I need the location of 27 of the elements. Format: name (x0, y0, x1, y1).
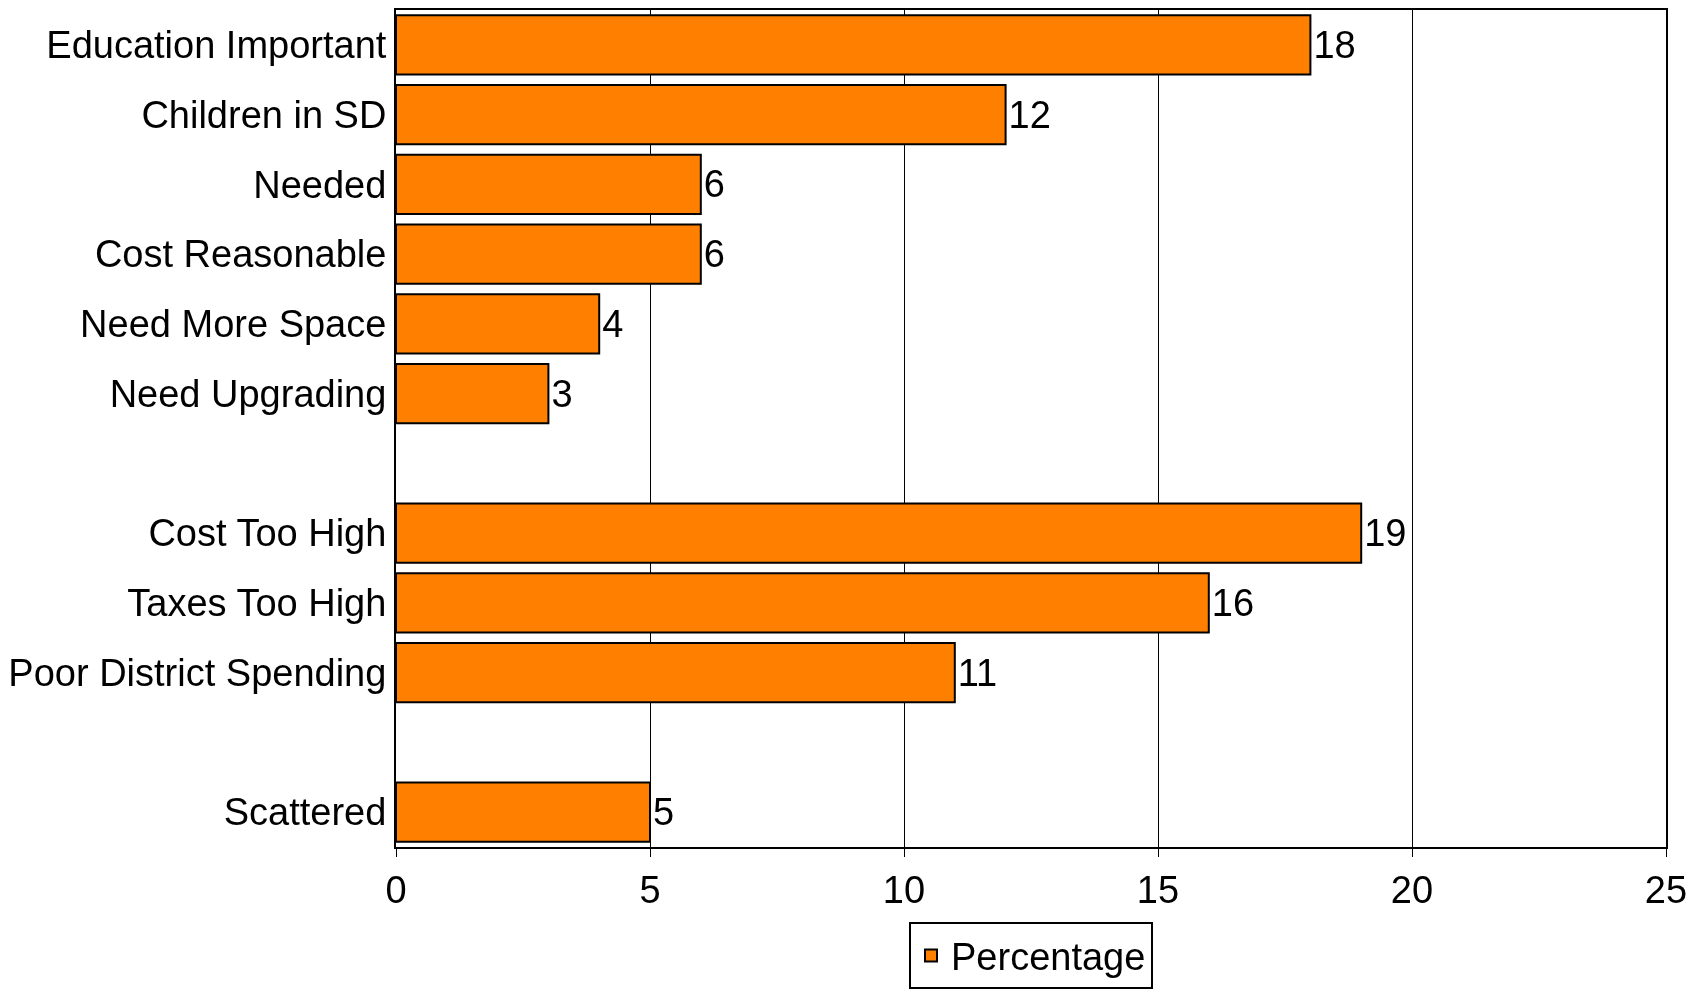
x-tick-label: 10 (882, 868, 926, 911)
data-label: 3 (551, 372, 573, 415)
y-tick-label: Needed (253, 163, 387, 206)
y-tick-label: Cost Too High (148, 512, 387, 555)
data-label: 16 (1211, 581, 1255, 624)
data-label: 5 (653, 791, 675, 834)
y-tick-label: Scattered (223, 791, 387, 834)
data-label: 12 (1008, 93, 1051, 136)
y-tick-label: Need More Space (80, 303, 387, 346)
x-tick-label: 0 (385, 868, 407, 911)
data-label: 11 (957, 651, 998, 694)
y-tick-label: Need Upgrading (109, 372, 387, 415)
y-tick-label: Taxes Too High (127, 582, 387, 625)
legend-label: Percentage (951, 936, 1146, 979)
y-tick-label: Education Important (46, 24, 387, 67)
data-label: 18 (1313, 23, 1356, 66)
y-tick-label: Children in SD (141, 93, 387, 136)
data-label: 4 (602, 302, 624, 345)
data-label: 6 (703, 163, 725, 206)
y-tick-label: Cost Reasonable (94, 233, 387, 276)
data-label: 6 (703, 233, 725, 276)
x-tick-label: 25 (1644, 868, 1688, 911)
x-tick-label: 5 (639, 868, 661, 911)
x-tick-label: 20 (1390, 868, 1434, 911)
data-label: 19 (1364, 512, 1407, 555)
y-tick-label: Poor District Spending (8, 651, 387, 694)
x-tick-label: 15 (1136, 868, 1180, 911)
